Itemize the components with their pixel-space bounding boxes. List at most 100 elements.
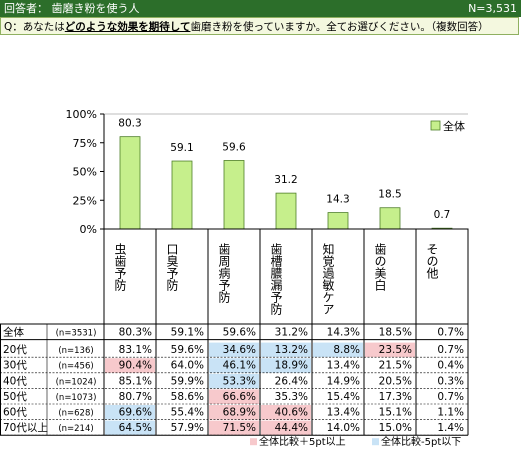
legend-high-label: 全体比較＋5pt以上: [259, 435, 346, 448]
row-n: (n=456): [58, 362, 93, 372]
legend-label: 全体: [443, 119, 465, 133]
header-bar: 回答者： 歯磨き粉を使う人 N=3,531: [0, 0, 521, 17]
legend-low-swatch: [372, 438, 379, 446]
cell-highlight: [261, 420, 311, 436]
table-cell: 15.0%: [379, 422, 412, 434]
y-tick-label: 25%: [73, 194, 97, 207]
table-cell: 46.1%: [223, 360, 256, 372]
bar: [275, 192, 297, 230]
table-cell: 20.5%: [379, 375, 412, 387]
table-cell: 0.3%: [437, 375, 464, 387]
table-cell: 34.6%: [223, 344, 256, 356]
question-suffix: 歯磨き粉を使っていますか。全てお選びください。（複数回答）: [190, 21, 489, 33]
table-cell: 58.6%: [171, 391, 204, 403]
table-cell: 59.6%: [223, 327, 256, 339]
category-label: その他: [425, 243, 439, 279]
table-cell: 59.1%: [171, 327, 204, 339]
table-cell: 14.9%: [327, 375, 360, 387]
category-header-box: [103, 228, 469, 325]
row-label: 60代: [3, 407, 27, 419]
table-cell: 18.5%: [379, 327, 412, 339]
category-label: 虫歯予防: [113, 243, 127, 291]
cell-highlight: [209, 342, 259, 358]
table-cell: 15.1%: [379, 407, 412, 419]
cell-highlight: [105, 420, 155, 436]
bar: [223, 160, 245, 230]
table-cell: 80.7%: [119, 391, 152, 403]
table-cell: 13.4%: [327, 407, 360, 419]
table-cell: 8.8%: [333, 344, 360, 356]
cell-highlight: [105, 405, 155, 420]
table-cell: 13.4%: [327, 360, 360, 372]
y-tick-label: 50%: [73, 166, 97, 179]
category-label: 歯槽膿漏予防: [269, 243, 283, 315]
table-cell: 59.6%: [171, 344, 204, 356]
data-label: 80.3: [118, 118, 141, 130]
legend-swatch: [430, 120, 441, 131]
bar: [327, 212, 349, 230]
data-label: 18.5: [378, 189, 401, 201]
table-cell: 0.4%: [437, 360, 464, 372]
row-label: 70代以上: [3, 422, 48, 434]
row-n: (n=136): [58, 346, 93, 356]
row-n: (n=628): [58, 409, 93, 419]
table-cell: 23.5%: [379, 344, 412, 356]
table-cell: 53.3%: [223, 375, 256, 387]
question-emphasis: どのような効果を期待して: [64, 21, 191, 33]
data-label: 14.3: [326, 194, 349, 206]
row-label: 全体: [3, 326, 24, 339]
sample-size: N=3,531: [468, 2, 517, 15]
table-cell: 85.1%: [119, 375, 152, 387]
legend-high-swatch: [250, 438, 257, 446]
row-n: (n=3531): [56, 329, 97, 339]
cell-highlight: [261, 358, 311, 373]
cell-highlight: [209, 405, 259, 420]
y-tick-label: 0%: [80, 223, 97, 236]
table-cell: 57.9%: [171, 422, 204, 434]
row-label: 50代: [3, 391, 27, 403]
row-n: (n=214): [58, 424, 93, 434]
bar: [379, 207, 401, 230]
respondent-title: 回答者： 歯磨き粉を使う人: [4, 2, 140, 15]
question-prefix: Q：あなたは: [4, 21, 65, 33]
table-cell: 0.7%: [437, 391, 464, 403]
table-cell: 64.0%: [171, 360, 204, 372]
table-cell: 1.1%: [437, 407, 464, 419]
table-cell: 90.4%: [119, 360, 152, 372]
data-label: 31.2: [274, 174, 297, 186]
row-n: (n=1073): [56, 393, 97, 403]
cell-highlight: [261, 342, 311, 358]
table-cell: 35.3%: [275, 391, 308, 403]
table-cell: 15.4%: [327, 391, 360, 403]
cell-highlight: [209, 358, 259, 373]
cell-highlight: [209, 420, 259, 436]
data-label: 0.7: [434, 209, 451, 221]
table-cell: 44.4%: [275, 422, 308, 434]
table-cell: 80.3%: [119, 327, 152, 339]
cell-highlight: [365, 342, 415, 358]
row-label: 40代: [3, 375, 27, 387]
table-cell: 71.5%: [223, 422, 256, 434]
question-text: Q：あなたはどのような効果を期待して歯磨き粉を使っていますか。全てお選びください…: [0, 17, 519, 35]
table-cell: 21.5%: [379, 360, 412, 372]
cell-highlight: [313, 342, 363, 358]
cell-highlight: [209, 373, 259, 389]
table-cell: 14.0%: [327, 422, 360, 434]
y-tick-label: 75%: [73, 137, 97, 150]
table-cell: 83.1%: [119, 344, 152, 356]
table-cell: 55.4%: [171, 407, 204, 419]
category-label: 歯周病予防: [217, 243, 231, 303]
table-cell: 40.6%: [275, 407, 308, 419]
table-cell: 59.9%: [171, 375, 204, 387]
table-cell: 13.2%: [275, 344, 308, 356]
category-label: 歯の美白: [373, 243, 387, 291]
table-cell: 1.4%: [437, 422, 464, 434]
table-cell: 68.9%: [223, 407, 256, 419]
table-cell: 18.9%: [275, 360, 308, 372]
table-cell: 64.5%: [119, 422, 152, 434]
cell-highlight: [105, 358, 155, 373]
table-cell: 0.7%: [437, 344, 464, 356]
table-cell: 66.6%: [223, 391, 256, 403]
bar: [171, 160, 193, 230]
